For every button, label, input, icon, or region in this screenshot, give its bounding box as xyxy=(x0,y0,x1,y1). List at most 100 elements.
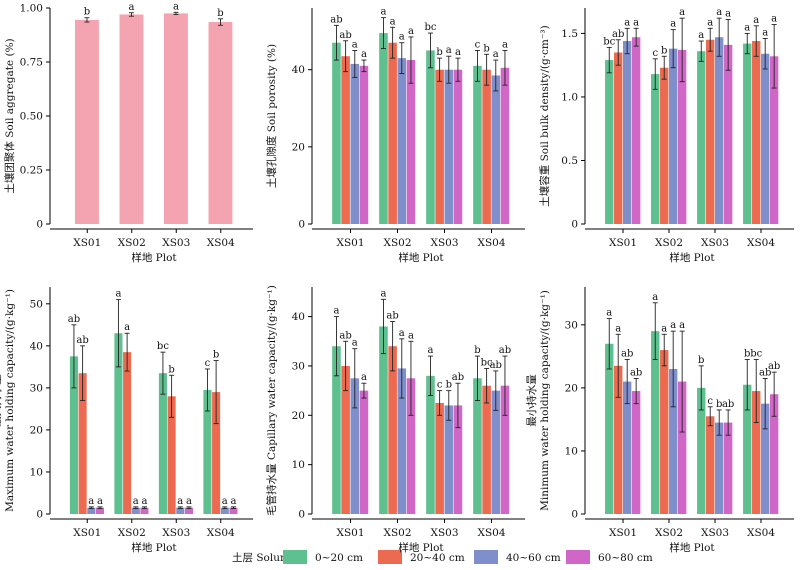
x-tick-label: XS04 xyxy=(747,527,775,539)
bar xyxy=(677,381,687,514)
bar xyxy=(769,394,779,514)
y-tick-label: 20 xyxy=(565,382,578,394)
x-tick-label: XS01 xyxy=(336,527,364,539)
significance-label: a xyxy=(380,288,386,299)
y-tick-label: 0.5 xyxy=(561,155,578,167)
significance-label: ab xyxy=(612,29,624,40)
legend-swatch xyxy=(283,550,307,564)
bar xyxy=(388,346,397,514)
significance-label: c xyxy=(475,39,481,50)
significance-label: c xyxy=(652,48,658,59)
bar xyxy=(660,67,669,224)
significance-label: bc xyxy=(750,349,762,360)
y-tick-label: 10 xyxy=(565,445,578,457)
bar xyxy=(388,42,397,224)
significance-label: ab xyxy=(68,314,80,325)
bar xyxy=(706,416,715,514)
significance-label: a xyxy=(744,22,750,33)
y-axis-label: 土壤孔隙度 Soil porosity (%) xyxy=(265,44,278,188)
bar xyxy=(212,392,221,514)
y-tick-label: 30 xyxy=(565,319,578,331)
bar xyxy=(715,37,724,225)
y-axis-label: 最小持水量 xyxy=(525,374,538,427)
y-tick-label: 30 xyxy=(30,382,43,394)
legend-item-label: 40~60 cm xyxy=(506,552,561,564)
bar xyxy=(444,405,454,514)
x-tick-label: XS03 xyxy=(162,237,190,249)
x-tick-label: XS02 xyxy=(383,527,411,539)
significance-label: b xyxy=(436,47,442,58)
y-axis-label: 毛管持水量 Capillary water capacity/(g·kg⁻¹) xyxy=(265,285,278,516)
y-tick-label: 0.50 xyxy=(20,111,43,123)
bar xyxy=(184,507,194,514)
bar xyxy=(761,53,770,224)
significance-label: a xyxy=(230,496,236,507)
bar xyxy=(397,58,407,225)
bar xyxy=(491,390,501,514)
legend: 土层 Solum 0~20 cm 20~40 cm 40~60 cm 60~80 cm xyxy=(232,550,653,564)
bar xyxy=(140,507,149,514)
x-tick-label: XS03 xyxy=(701,237,729,249)
y-tick-label: 0.75 xyxy=(20,57,43,69)
significance-label: a xyxy=(399,328,405,339)
significance-label: a xyxy=(133,496,139,507)
y-tick-label: 40 xyxy=(292,64,305,76)
x-tick-label: XS01 xyxy=(609,527,637,539)
bar xyxy=(350,63,360,224)
significance-label: a xyxy=(380,7,386,18)
significance-label: ab xyxy=(759,367,771,378)
bar xyxy=(669,48,678,224)
bar xyxy=(723,422,733,514)
y-tick-label: 10 xyxy=(30,466,43,478)
significance-label: b xyxy=(84,7,90,18)
bar xyxy=(95,507,105,514)
y-tick-label: 40 xyxy=(30,340,43,352)
significance-label: ab xyxy=(499,345,511,356)
bar xyxy=(78,373,87,514)
bar xyxy=(743,43,752,224)
significance-label: bc xyxy=(481,357,493,368)
significance-label: a xyxy=(408,26,414,37)
bar xyxy=(660,350,669,514)
x-tick-label: XS04 xyxy=(207,527,235,539)
significance-label: a xyxy=(762,27,768,38)
x-tick-label: XS01 xyxy=(609,237,637,249)
significance-label: c xyxy=(437,380,443,391)
bar xyxy=(379,33,388,225)
significance-label: a xyxy=(352,338,358,349)
x-tick-label: XS04 xyxy=(207,237,235,249)
x-tick-label: XS04 xyxy=(747,237,775,249)
significance-label: bc xyxy=(157,341,169,352)
bar xyxy=(500,385,510,514)
legend-item-label: 0~20 cm xyxy=(315,552,363,564)
significance-label: ab xyxy=(722,399,734,410)
bar xyxy=(677,49,687,224)
bar xyxy=(114,333,123,514)
significance-label: b xyxy=(744,349,750,360)
x-tick-label: XS01 xyxy=(73,527,101,539)
significance-label: a xyxy=(128,2,134,13)
significance-label: a xyxy=(390,16,396,27)
bar xyxy=(208,22,233,225)
bar xyxy=(332,42,341,224)
bar xyxy=(406,60,416,225)
bar xyxy=(761,403,770,514)
bar xyxy=(453,405,463,514)
y-tick-label: 1.5 xyxy=(561,28,578,40)
bar xyxy=(167,396,176,514)
y-axis-label: Minimum water holding capacity/(g·kg⁻¹) xyxy=(539,290,551,511)
bar xyxy=(397,368,407,514)
significance-label: ab xyxy=(490,360,502,371)
bar xyxy=(435,402,444,514)
significance-label: a xyxy=(624,17,630,28)
significance-label: b xyxy=(217,8,223,19)
bar xyxy=(500,67,510,225)
y-tick-label: 30 xyxy=(292,360,305,372)
bar xyxy=(614,365,623,514)
x-tick-label: XS03 xyxy=(430,527,458,539)
x-axis-label: 样地 Plot xyxy=(398,541,444,554)
bar xyxy=(444,69,454,224)
bar xyxy=(379,326,388,514)
